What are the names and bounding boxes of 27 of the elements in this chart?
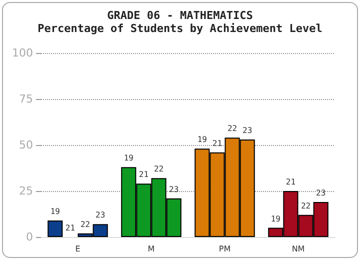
series-label: 19 <box>50 206 60 216</box>
text: 23 <box>316 188 326 198</box>
text: 23 <box>242 126 252 135</box>
text: 22 <box>154 164 164 174</box>
text: 19 <box>124 154 134 163</box>
y-tick-label: 100 <box>12 46 33 60</box>
chart-subtitle: Percentage of Students by Achievement Level <box>38 22 322 35</box>
series-label: 22 <box>80 220 90 229</box>
y-tick-label: 0 <box>26 230 33 244</box>
text: 21 <box>212 138 222 148</box>
y-tick-label: 50 <box>19 138 33 152</box>
text: 19 <box>270 214 280 224</box>
text: 21 <box>286 178 296 186</box>
text: 22 <box>227 124 238 134</box>
series-label: 23 <box>96 210 106 220</box>
x-tick-label: M <box>148 244 155 254</box>
y-tick-label: 25 <box>19 184 33 198</box>
x-tick-label: E <box>75 244 80 254</box>
text: 19 <box>197 135 207 144</box>
text: 21 <box>65 224 76 232</box>
series-label: 21 <box>138 170 149 180</box>
x-tick-label: NM <box>292 244 305 254</box>
text: 22 <box>300 201 311 210</box>
text: 23 <box>169 184 179 194</box>
x-tick-label: PM <box>218 244 231 254</box>
y-tick-label: 75 <box>19 92 33 106</box>
chart-title: GRADE 06 - MATHEMATICS <box>107 9 253 22</box>
